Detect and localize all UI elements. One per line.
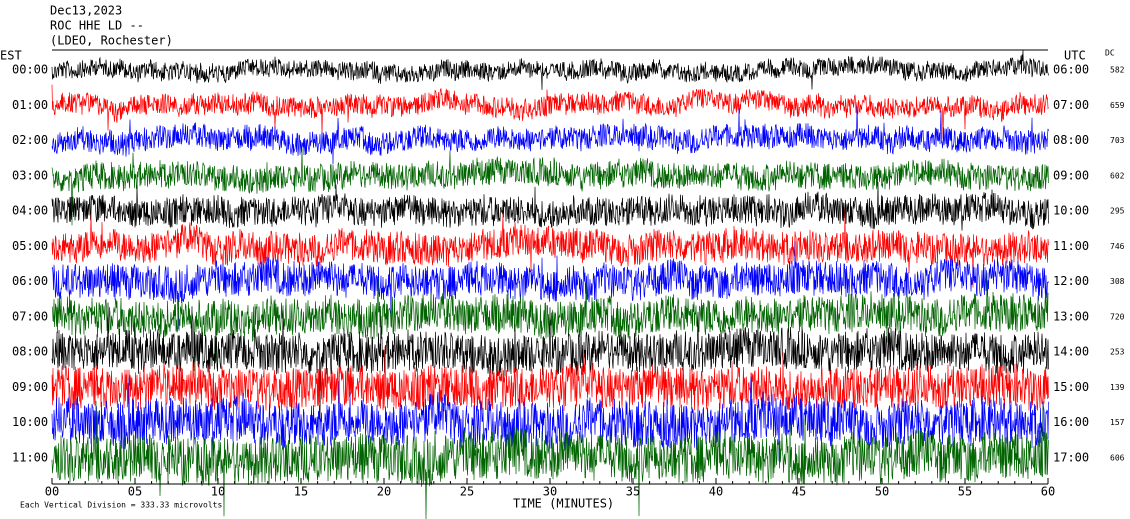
x-tick-label: 50 bbox=[875, 485, 889, 499]
dc-value: 746 bbox=[1110, 242, 1125, 251]
header-line: Dec13,2023 bbox=[50, 4, 122, 18]
x-tick-label: 00 bbox=[45, 485, 59, 499]
est-label: 11:00 bbox=[12, 450, 48, 464]
utc-label: 12:00 bbox=[1053, 274, 1089, 288]
trace bbox=[51, 84, 1049, 139]
x-tick-label: 35 bbox=[626, 485, 640, 499]
est-label: 08:00 bbox=[12, 345, 48, 359]
header-line: ROC HHE LD -- bbox=[50, 19, 144, 33]
trace bbox=[51, 376, 1049, 462]
utc-label: 13:00 bbox=[1053, 309, 1089, 323]
est-label: 02:00 bbox=[12, 133, 48, 147]
dc-value: 308 bbox=[1110, 277, 1125, 286]
x-tick-label: 05 bbox=[128, 485, 142, 499]
utc-label: 16:00 bbox=[1053, 415, 1089, 429]
trace bbox=[51, 181, 1049, 231]
x-tick-label: 10 bbox=[211, 485, 225, 499]
est-label: 01:00 bbox=[12, 98, 48, 112]
dc-value: 606 bbox=[1110, 453, 1125, 462]
left-axis-title: EST bbox=[0, 49, 22, 63]
est-label: 07:00 bbox=[12, 309, 48, 323]
dc-value: 295 bbox=[1110, 207, 1125, 216]
x-tick-label: 25 bbox=[460, 485, 474, 499]
utc-label: 10:00 bbox=[1053, 204, 1089, 218]
est-label: 09:00 bbox=[12, 380, 48, 394]
utc-label: 08:00 bbox=[1053, 133, 1089, 147]
dc-title: DC bbox=[1105, 49, 1115, 58]
trace bbox=[51, 106, 1049, 165]
dc-value: 582 bbox=[1110, 66, 1125, 75]
trace bbox=[51, 400, 1049, 519]
est-label: 10:00 bbox=[12, 415, 48, 429]
dc-value: 139 bbox=[1110, 383, 1125, 392]
trace bbox=[51, 50, 1049, 90]
est-label: 03:00 bbox=[12, 168, 48, 182]
trace bbox=[51, 147, 1049, 226]
dc-value: 157 bbox=[1110, 418, 1125, 427]
est-label: 04:00 bbox=[12, 204, 48, 218]
header-line: (LDEO, Rochester) bbox=[50, 34, 173, 48]
x-axis-title: TIME (MINUTES) bbox=[513, 497, 614, 511]
x-tick-label: 20 bbox=[377, 485, 391, 499]
trace bbox=[51, 209, 1049, 288]
x-tick-label: 55 bbox=[958, 485, 972, 499]
utc-label: 15:00 bbox=[1053, 380, 1089, 394]
est-label: 06:00 bbox=[12, 274, 48, 288]
x-tick-label: 30 bbox=[543, 485, 557, 499]
trace bbox=[51, 240, 1049, 330]
trace bbox=[51, 302, 1049, 419]
x-tick-label: 15 bbox=[294, 485, 308, 499]
utc-label: 11:00 bbox=[1053, 239, 1089, 253]
trace bbox=[51, 346, 1049, 412]
x-tick-label: 60 bbox=[1041, 485, 1055, 499]
dc-value: 720 bbox=[1110, 312, 1125, 321]
utc-label: 09:00 bbox=[1053, 168, 1089, 182]
est-label: 05:00 bbox=[12, 239, 48, 253]
dc-value: 602 bbox=[1110, 171, 1125, 180]
dc-value: 253 bbox=[1110, 348, 1125, 357]
est-label: 00:00 bbox=[12, 63, 48, 77]
utc-label: 06:00 bbox=[1053, 63, 1089, 77]
traces bbox=[51, 50, 1049, 519]
dc-value: 659 bbox=[1110, 101, 1125, 110]
utc-label: 14:00 bbox=[1053, 345, 1089, 359]
footer: Each Vertical Division = 333.33 microvol… bbox=[20, 501, 222, 510]
x-tick-label: 40 bbox=[709, 485, 723, 499]
right-axis-title: UTC bbox=[1064, 49, 1086, 63]
dc-value: 703 bbox=[1110, 136, 1125, 145]
utc-label: 07:00 bbox=[1053, 98, 1089, 112]
utc-label: 17:00 bbox=[1053, 450, 1089, 464]
x-tick-label: 45 bbox=[792, 485, 806, 499]
